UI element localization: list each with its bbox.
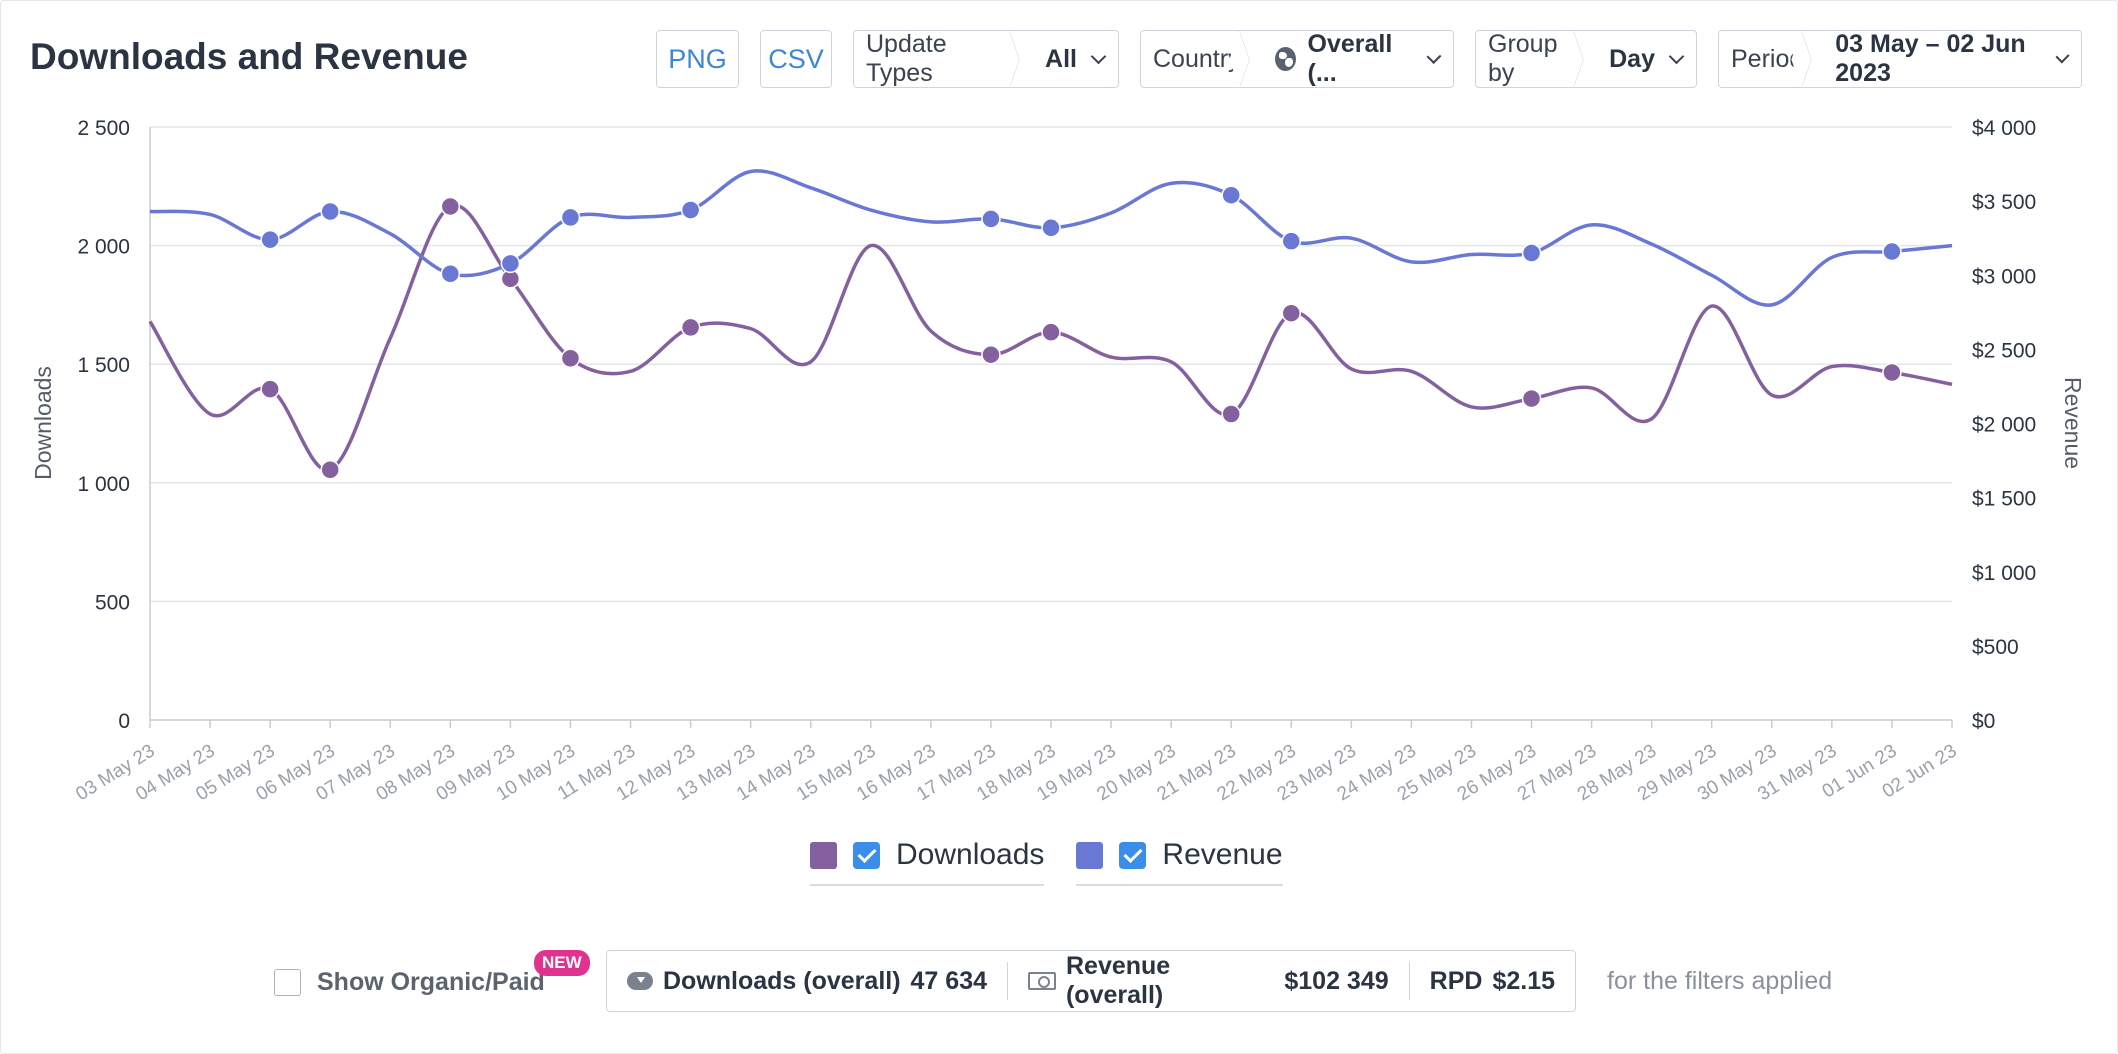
country-value: Overall (... — [1307, 30, 1393, 87]
series-line-downloads — [148, 203, 1953, 472]
data-point-revenue[interactable] — [1281, 231, 1302, 251]
data-point-revenue[interactable] — [1221, 185, 1241, 205]
series-line-revenue — [149, 169, 1953, 307]
y-right-tick-label: $500 — [1972, 636, 2019, 659]
data-point-downloads[interactable] — [560, 348, 581, 369]
group-by-label: Group by — [1476, 30, 1585, 87]
downloads-total-value: 47 634 — [910, 966, 987, 995]
toolbar: PNG CSV Update Types All Country Overall… — [656, 29, 2082, 89]
y-right-tick-label: $2 000 — [1972, 414, 2036, 437]
data-point-downloads[interactable] — [981, 344, 1001, 365]
globe-icon — [1274, 47, 1296, 71]
legend-revenue-label: Revenue — [1162, 838, 1283, 871]
data-point-downloads[interactable] — [320, 460, 340, 480]
y-left-tick-label: 2 000 — [77, 236, 130, 259]
data-point-revenue[interactable] — [260, 229, 280, 250]
y-left-tick-label: 500 — [95, 591, 130, 614]
data-point-revenue[interactable] — [680, 200, 701, 220]
data-point-revenue[interactable] — [1521, 243, 1542, 263]
y-right-tick-label: $2 500 — [1972, 339, 2036, 362]
update-types-dropdown[interactable]: Update Types All — [853, 30, 1119, 88]
legend-item-downloads[interactable]: Downloads — [810, 838, 1045, 886]
data-point-downloads[interactable] — [440, 196, 461, 217]
data-point-revenue[interactable] — [981, 209, 1001, 229]
data-point-downloads[interactable] — [1221, 404, 1241, 424]
cloud-download-icon — [627, 972, 653, 990]
data-point-downloads[interactable] — [1521, 388, 1542, 409]
data-point-downloads[interactable] — [1281, 303, 1302, 323]
new-badge: NEW — [534, 950, 590, 976]
data-point-revenue[interactable] — [560, 207, 581, 228]
y-right-tick-label: $4 000 — [1972, 117, 2036, 140]
group-by-value: Day — [1609, 44, 1655, 73]
y-axis-left-label: Downloads — [30, 366, 56, 480]
data-point-revenue[interactable] — [440, 264, 461, 284]
country-dropdown[interactable]: Country Overall (... — [1140, 30, 1454, 88]
update-types-value: All — [1045, 44, 1077, 73]
totals-summary: Downloads (overall) 47 634 Revenue (over… — [606, 950, 1576, 1012]
data-point-revenue[interactable] — [320, 201, 340, 222]
checkbox-checked-icon[interactable] — [853, 841, 880, 869]
period-value: 03 May – 02 Jun 2023 — [1835, 30, 2026, 87]
organic-paid-label: Show Organic/Paid — [317, 968, 545, 996]
filters-note: for the filters applied — [1607, 967, 1833, 995]
y-right-tick-label: $1 500 — [1972, 488, 2036, 511]
y-left-tick-label: 0 — [118, 710, 130, 733]
revenue-total-value: $102 349 — [1284, 966, 1389, 995]
organic-paid-toggle[interactable]: Show Organic/Paid — [274, 968, 545, 997]
revenue-total: Revenue (overall) $102 349 — [1008, 952, 1410, 1009]
data-point-revenue[interactable] — [1041, 218, 1061, 238]
legend-downloads-label: Downloads — [896, 838, 1045, 871]
downloads-swatch — [810, 841, 837, 869]
cash-icon — [1027, 972, 1056, 990]
y-right-tick-label: $0 — [1972, 710, 1995, 733]
csv-export-button[interactable]: CSV — [760, 30, 832, 88]
revenue-swatch — [1076, 841, 1104, 869]
period-label: Period — [1719, 31, 1813, 87]
y-right-tick-label: $1 000 — [1972, 562, 2036, 585]
y-left-tick-label: 1 500 — [77, 354, 130, 377]
data-point-downloads[interactable] — [680, 317, 701, 338]
y-left-tick-label: 2 500 — [77, 117, 130, 140]
data-point-revenue[interactable] — [1882, 241, 1902, 262]
country-label: Country — [1141, 31, 1251, 87]
data-point-downloads[interactable] — [1041, 322, 1061, 342]
period-dropdown[interactable]: Period 03 May – 02 Jun 2023 — [1718, 30, 2082, 88]
rpd-total: RPD $2.15 — [1410, 962, 1575, 1000]
group-by-dropdown[interactable]: Group by Day — [1475, 30, 1697, 88]
y-axis-right-label: Revenue — [2060, 377, 2086, 469]
update-types-label: Update Types — [854, 30, 1021, 87]
data-point-downloads[interactable] — [1882, 362, 1902, 383]
y-right-tick-label: $3 000 — [1972, 265, 2036, 288]
chart-legend: Downloads Revenue — [810, 838, 1283, 886]
y-right-tick-label: $3 500 — [1972, 191, 2036, 214]
revenue-total-label: Revenue (overall) — [1065, 952, 1171, 1009]
rpd-value: $2.15 — [1492, 966, 1555, 995]
y-left-tick-label: 1 000 — [77, 473, 130, 496]
downloads-total: Downloads (overall) 47 634 — [607, 962, 1008, 1000]
summary-footer: Show Organic/Paid NEW Downloads (overall… — [0, 950, 2118, 1014]
checkbox-checked-icon[interactable] — [1119, 841, 1147, 869]
data-point-revenue[interactable] — [500, 253, 521, 274]
png-export-button[interactable]: PNG — [656, 30, 739, 88]
page-title: Downloads and Revenue — [30, 36, 468, 77]
rpd-label: RPD — [1429, 966, 1483, 995]
legend-item-revenue[interactable]: Revenue — [1076, 838, 1283, 886]
downloads-revenue-chart: 0 500 1 000 1 500 2 000 2 500 $0 $500 $1 000 $1 … — [30, 117, 2086, 805]
checkbox-unchecked-icon[interactable] — [274, 969, 301, 996]
data-point-downloads[interactable] — [260, 379, 280, 399]
downloads-total-label: Downloads (overall) — [663, 966, 901, 995]
